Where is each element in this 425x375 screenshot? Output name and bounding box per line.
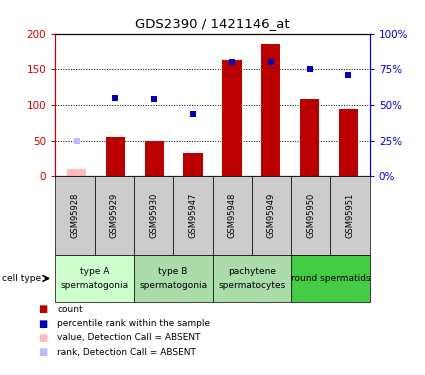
Bar <box>106 137 125 176</box>
Bar <box>300 99 319 176</box>
Text: type B: type B <box>159 267 188 276</box>
Text: GSM95928: GSM95928 <box>71 193 79 238</box>
Text: round spermatids: round spermatids <box>291 274 370 283</box>
Text: count: count <box>57 305 83 314</box>
Text: GSM95948: GSM95948 <box>228 193 237 238</box>
Text: ■: ■ <box>38 304 47 314</box>
Text: GSM95950: GSM95950 <box>306 193 315 238</box>
Text: GSM95929: GSM95929 <box>110 193 119 238</box>
Bar <box>67 169 86 176</box>
Bar <box>339 109 358 176</box>
Text: spermatogonia: spermatogonia <box>139 280 207 290</box>
Bar <box>183 153 203 176</box>
Bar <box>144 141 164 176</box>
Bar <box>261 45 280 176</box>
Text: cell type: cell type <box>2 274 41 283</box>
Text: ■: ■ <box>38 333 47 343</box>
Text: value, Detection Call = ABSENT: value, Detection Call = ABSENT <box>57 333 201 342</box>
Text: spermatocytes: spermatocytes <box>218 280 286 290</box>
Text: GDS2390 / 1421146_at: GDS2390 / 1421146_at <box>135 17 290 30</box>
Text: rank, Detection Call = ABSENT: rank, Detection Call = ABSENT <box>57 348 196 357</box>
Text: type A: type A <box>80 267 109 276</box>
Text: pachytene: pachytene <box>228 267 276 276</box>
Text: GSM95951: GSM95951 <box>346 193 354 238</box>
Text: percentile rank within the sample: percentile rank within the sample <box>57 319 210 328</box>
Bar <box>222 60 242 176</box>
Text: spermatogonia: spermatogonia <box>60 280 129 290</box>
Text: GSM95949: GSM95949 <box>267 193 276 238</box>
Text: GSM95930: GSM95930 <box>149 193 158 238</box>
Text: ■: ■ <box>38 347 47 357</box>
Text: GSM95947: GSM95947 <box>188 193 197 238</box>
Text: ■: ■ <box>38 319 47 328</box>
